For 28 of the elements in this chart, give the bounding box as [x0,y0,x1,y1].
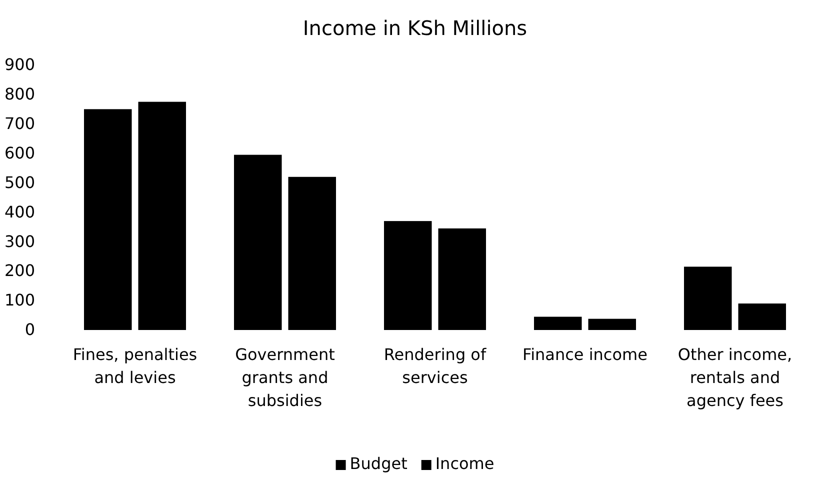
y-tick-label: 700 [4,114,35,134]
y-tick-label: 600 [4,143,35,162]
bar [588,318,636,330]
x-tick-label: Finance income [522,345,648,364]
bar [534,316,582,330]
bar [234,154,282,330]
chart-title: Income in KSh Millions [302,16,528,40]
y-tick-label: 100 [4,290,35,310]
legend-label: Income [435,454,494,473]
x-tick-label: Fines, penalties and levies [72,345,198,387]
bar [288,176,336,330]
x-tick-label: Government grants and subsidies [235,345,335,410]
y-tick-label: 900 [4,55,35,74]
y-tick-label: 300 [4,232,35,251]
bar [384,221,432,330]
bar [738,304,786,330]
x-tick-label: Other income, rentals and agency fees [678,345,792,410]
y-tick-label: 400 [4,202,35,222]
y-tick-label: 0 [24,320,35,340]
bar [138,102,186,330]
y-tick-label: 500 [4,172,35,192]
legend-label: Budget [350,454,408,473]
bar [84,109,132,330]
x-tick-label: Rendering of services [384,345,486,387]
bar [684,266,732,330]
y-tick-label: 200 [4,261,35,280]
bar [438,228,486,330]
y-tick-label: 800 [4,84,35,104]
